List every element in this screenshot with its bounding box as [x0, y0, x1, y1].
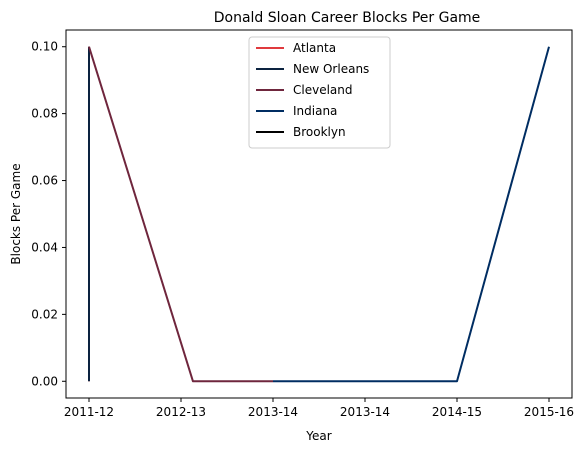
legend-box: [248, 36, 391, 149]
y-tick-label-3: 0.06: [31, 174, 58, 188]
plot-lines: [88, 46, 550, 383]
legend-label-0: Atlanta: [293, 41, 336, 55]
x-axis-label: Year: [305, 429, 331, 443]
x-tick-label-5: 2015-16: [524, 405, 574, 419]
legend: Atlanta New Orleans Cleveland Indiana Brookl…: [248, 36, 391, 149]
legend-label-2: Cleveland: [293, 83, 353, 97]
series-line-3: [273, 46, 550, 383]
y-tick-label-4: 0.08: [31, 107, 58, 121]
y-tick-label-0: 0.00: [31, 374, 58, 388]
x-tick-label-1: 2012-13: [156, 405, 206, 419]
legend-label-1: New Orleans: [293, 62, 369, 76]
x-tick-label-0: 2011-12: [64, 405, 114, 419]
series-line-2: [88, 46, 273, 383]
legend-label-3: Indiana: [293, 104, 337, 118]
y-tick-label-2: 0.04: [31, 240, 58, 254]
plot-frame: [65, 29, 573, 399]
x-tick-label-4: 2014-15: [432, 405, 482, 419]
y-axis: 0.00 0.02 0.04 0.06 0.08 0.10: [31, 40, 66, 388]
y-tick-label-1: 0.02: [31, 307, 58, 321]
x-tick-label-3: 2013-14: [340, 405, 390, 419]
y-axis-label: Blocks Per Game: [9, 163, 23, 264]
chart-title: Donald Sloan Career Blocks Per Game: [214, 10, 481, 26]
y-tick-label-5: 0.10: [31, 40, 58, 54]
legend-label-4: Brooklyn: [293, 125, 346, 139]
x-tick-label-2: 2013-14: [248, 405, 298, 419]
x-axis: 2011-12 2012-13 2013-14 2013-14 2014-15 2015-…: [64, 398, 574, 419]
